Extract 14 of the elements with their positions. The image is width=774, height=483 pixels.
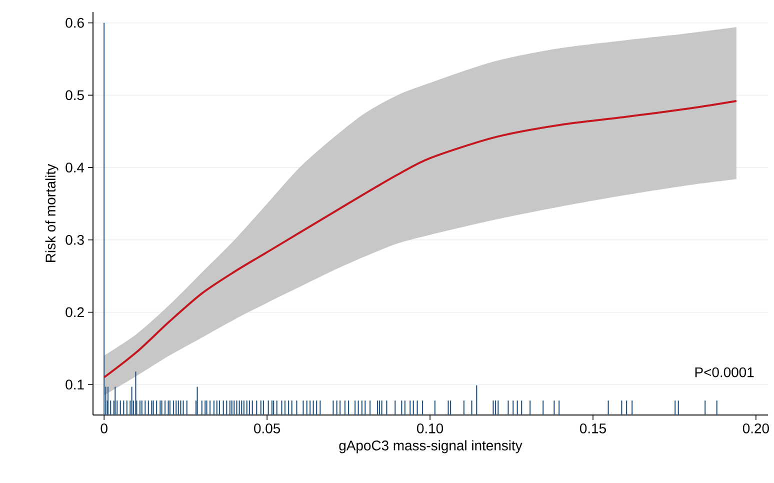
y-axis-title: Risk of mortality (45, 164, 58, 262)
x-tick-label: 0.20 (742, 423, 769, 434)
y-tick-label: 0.1 (66, 380, 84, 390)
y-tick-label: 0.2 (66, 307, 84, 318)
x-tick-label: 0.05 (254, 423, 280, 434)
y-tick-label: 0.4 (66, 162, 84, 172)
y-tick-label: 0.3 (66, 234, 84, 245)
x-tick-label: 0 (100, 423, 108, 434)
x-tick-label: 0.15 (580, 423, 606, 434)
y-tick-label: 0.5 (66, 90, 84, 100)
x-axis-title: gApoC3 mass-signal intensity (339, 440, 522, 454)
x-tick-label: 0.10 (416, 423, 444, 434)
annotation: P<0.0001 (695, 367, 754, 378)
y-tick-label: 0.6 (66, 18, 84, 28)
